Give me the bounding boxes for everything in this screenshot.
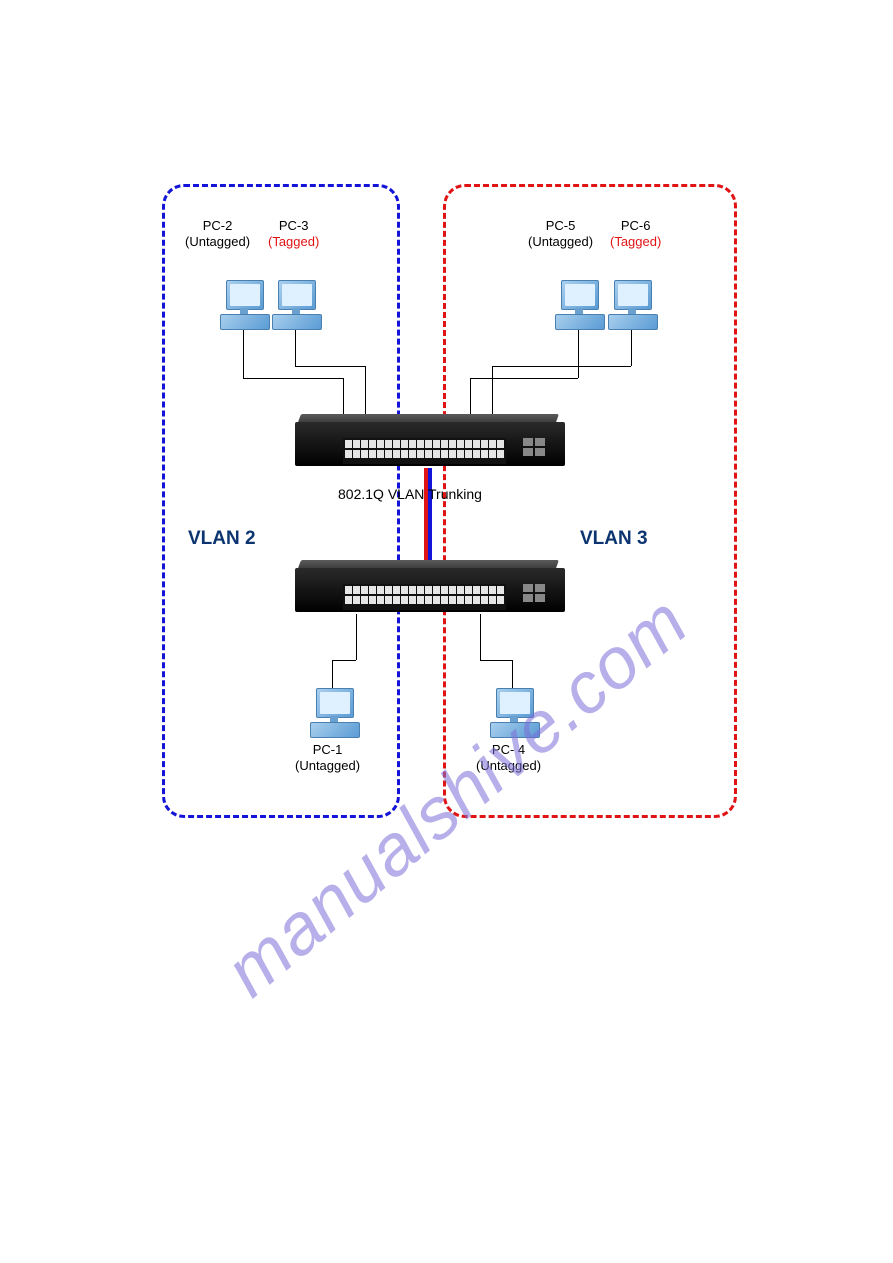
pc6-icon — [608, 280, 656, 328]
pc1-label: PC-1 (Untagged) — [295, 742, 360, 773]
vlan2-label: VLAN 2 — [188, 528, 256, 550]
pc3-label: PC-3 (Tagged) — [268, 218, 319, 249]
pc5-label: PC-5 (Untagged) — [528, 218, 593, 249]
pc6-label: PC-6 (Tagged) — [610, 218, 661, 249]
pc1-icon — [310, 688, 358, 736]
trunk-label: 802.1Q VLAN Trunking — [338, 486, 482, 502]
pc3-icon — [272, 280, 320, 328]
vlan3-label: VLAN 3 — [580, 528, 648, 550]
pc2-label: PC-2 (Untagged) — [185, 218, 250, 249]
switch-top — [295, 414, 565, 466]
pc4-icon — [490, 688, 538, 736]
switch-bottom — [295, 560, 565, 612]
pc4-label: PC- 4 (Untagged) — [476, 742, 541, 773]
vlan-diagram: VLAN 2 VLAN 3 802.1Q VLAN Trunking — [0, 0, 893, 1263]
pc2-icon — [220, 280, 268, 328]
pc5-icon — [555, 280, 603, 328]
